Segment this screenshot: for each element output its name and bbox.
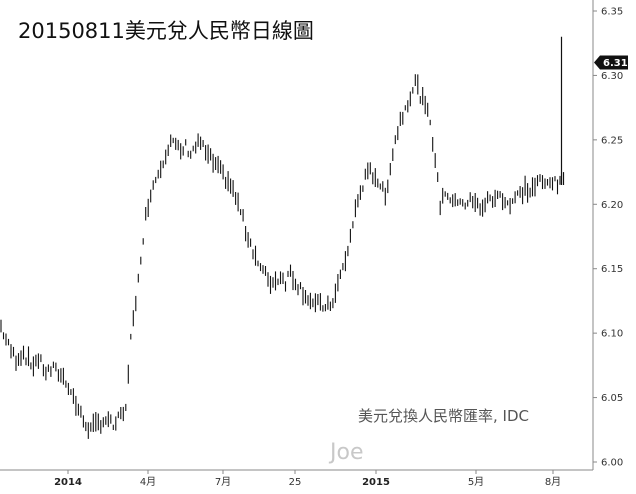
y-tick-label: 6.25 (601, 135, 623, 146)
y-tick-label: 6.00 (601, 458, 623, 469)
x-axis-ticks: 2014 4月 7月 25 2015 5月 8月 (54, 470, 561, 488)
last-value-tag-background (594, 55, 628, 70)
x-tick-label: 7月 (215, 476, 231, 488)
y-tick-label: 6.15 (601, 264, 623, 275)
x-tick-label: 2015 (362, 477, 390, 488)
x-tick-label: 2014 (54, 477, 82, 488)
y-tick-label: 6.35 (601, 7, 623, 18)
source-note: 美元兌換人民幣匯率, IDC (358, 407, 529, 425)
last-value-tag: 6.31 (594, 55, 628, 70)
y-tick-label: 6.30 (601, 71, 623, 82)
y-tick-label: 6.05 (601, 393, 623, 404)
y-tick-label: 6.20 (601, 200, 623, 211)
y-tick-label: 6.10 (601, 329, 623, 340)
watermark: Joe (328, 440, 363, 465)
chart-title: 20150811美元兌人民幣日線圖 (18, 19, 314, 43)
x-tick-label: 5月 (468, 476, 484, 488)
x-tick-label: 25 (289, 477, 302, 488)
x-tick-label: 8月 (545, 476, 561, 488)
price-bars (0, 36, 565, 439)
x-tick-label: 4月 (140, 476, 156, 488)
last-value-label: 6.31 (603, 58, 628, 69)
y-axis-ticks: 6.35 6.30 6.25 6.20 6.15 6.10 6.05 6.00 (593, 7, 623, 469)
